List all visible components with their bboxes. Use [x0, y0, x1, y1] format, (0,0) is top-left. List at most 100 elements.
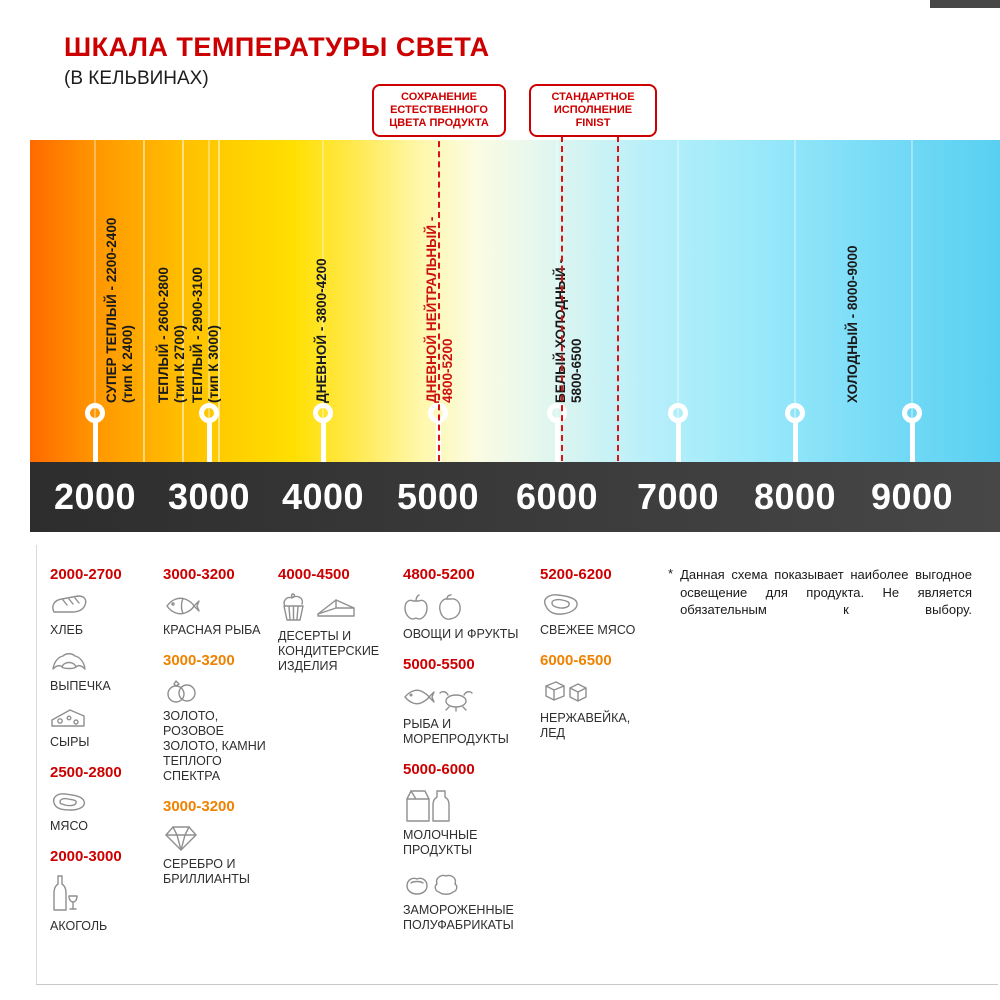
fish-icon [163, 592, 275, 618]
zone-label-2: ТЕПЛЫЙ - 2900-3100 (тип К 3000) [190, 267, 222, 403]
scale-tick-label: 8000 [753, 476, 837, 517]
product-label: ХЛЕБ [50, 623, 84, 637]
gradient-tick-line [94, 140, 96, 462]
product-label: ДЕСЕРТЫ И КОНДИТЕРСКИЕ ИЗДЕЛИЯ [278, 629, 380, 673]
product-item: СВЕЖЕЕ МЯСО [540, 592, 658, 638]
scale-tick-label: 2000 [53, 476, 137, 517]
product-item: КРАСНАЯ РЫБА [163, 592, 275, 638]
callout-line: СТАНДАРТНОЕ [551, 91, 635, 103]
page-subtitle: (В КЕЛЬВИНАХ) [64, 68, 209, 89]
croissant-icon [50, 650, 156, 674]
gradient-tick-line [322, 140, 324, 462]
callout-natural-color: СОХРАНЕНИЕ ЕСТЕСТВЕННОГО ЦВЕТА ПРОДУКТА [372, 84, 506, 137]
dashed-line-5000 [438, 131, 440, 461]
alcohol-icon [50, 874, 156, 914]
range-heading: 6000-6500 [540, 652, 612, 669]
product-group: 2000-2700 ХЛЕБ ВЫПЕЧКА СЫРЫ [50, 566, 156, 750]
product-item: ХЛЕБ [50, 592, 156, 638]
zone-boundary-line [218, 140, 220, 462]
product-label: СЫРЫ [50, 735, 90, 749]
frame-line-left [36, 545, 37, 985]
product-group: 3000-3200 ЗОЛОТО, РОЗОВОЕ ЗОЛОТО, КАМНИ Т… [163, 652, 275, 784]
gradient-tick-line [556, 140, 558, 462]
zone-label-text: ТЕПЛЫЙ - 2600-2800 [156, 267, 171, 403]
product-item: ОВОЩИ И ФРУКТЫ [403, 592, 533, 642]
range-heading: 5200-6200 [540, 566, 612, 583]
dessert-icon [278, 592, 400, 624]
callout-line: ЦВЕТА ПРОДУКТА [389, 117, 489, 129]
frozen-icon [403, 870, 533, 898]
zone-label-text: СУПЕР ТЕПЛЫЙ - 2200-2400 [104, 217, 119, 403]
product-item: МЯСО [50, 790, 156, 834]
product-column-5: 5200-6200 СВЕЖЕЕ МЯСО 6000-6500 НЕРЖАВЕЙКА,… [540, 566, 658, 755]
dashed-line-6000 [561, 126, 563, 461]
ice-icon [540, 678, 658, 706]
scale-tick-label: 5000 [396, 476, 480, 517]
zone-label-1: ТЕПЛЫЙ - 2600-2800 (тип К 2700) [156, 267, 188, 403]
zone-label-text: ХОЛОДНЫЙ - 8000-9000 [845, 245, 860, 403]
meat-icon [50, 790, 156, 814]
scale-tick-label: 7000 [636, 476, 720, 517]
product-item: ДЕСЕРТЫ И КОНДИТЕРСКИЕ ИЗДЕЛИЯ [278, 592, 400, 674]
product-item: ВЫПЕЧКА [50, 650, 156, 694]
zone-label-sub: (тип К 3000) [206, 325, 221, 403]
range-heading: 5000-5500 [403, 656, 475, 673]
frame-line-bottom [36, 984, 998, 985]
zone-boundary-line [143, 140, 145, 462]
product-label: МОЛОЧНЫЕ ПРОДУКТЫ [403, 828, 478, 857]
rings-icon [163, 678, 275, 704]
scale-tick-label: 4000 [281, 476, 365, 517]
gradient-tick-line [911, 140, 913, 462]
product-item: АКОГОЛЬ [50, 874, 156, 934]
product-group: 3000-3200 КРАСНАЯ РЫБА [163, 566, 275, 638]
zone-label-4: ДНЕВНОЙ НЕЙТРАЛЬНЫЙ -4800-5200 [424, 217, 456, 403]
product-group: 6000-6500 НЕРЖАВЕЙКА, ЛЕД [540, 652, 658, 741]
zone-label-sub: 5800-6500 [569, 338, 584, 403]
range-heading: 4000-4500 [278, 566, 350, 583]
product-label: ВЫПЕЧКА [50, 679, 111, 693]
bread-icon [50, 592, 156, 618]
scale-tick-label: 9000 [870, 476, 954, 517]
scale-tick-label: 3000 [167, 476, 251, 517]
gradient-tick-line [677, 140, 679, 462]
product-group: 5200-6200 СВЕЖЕЕ МЯСО [540, 566, 658, 638]
product-label: АКОГОЛЬ [50, 919, 108, 933]
zone-label-sub: (тип К 2700) [172, 325, 187, 403]
product-column-4: 4800-5200 ОВОЩИ И ФРУКТЫ 5000-5500 РЫБА И М… [403, 566, 533, 947]
diamond-icon [163, 824, 275, 852]
product-column-2: 3000-3200 КРАСНАЯ РЫБА 3000-3200 ЗОЛОТО, РО… [163, 566, 275, 901]
range-heading: 3000-3200 [163, 798, 235, 815]
callout-standard-finist: СТАНДАРТНОЕ ИСПОЛНЕНИЕ FINIST [529, 84, 657, 137]
scale-bar: 2000 3000 4000 5000 6000 7000 8000 9000 [30, 462, 1000, 532]
product-group: 4000-4500 ДЕСЕРТЫ И КОНДИТЕРСКИЕ ИЗДЕЛИЯ [278, 566, 400, 674]
scale-tick-label: 6000 [515, 476, 599, 517]
product-group: 2500-2800 МЯСО [50, 764, 156, 834]
zone-label-5: БЕЛЫЙ ХОЛОДНЫЙ -5800-6500 [553, 259, 585, 403]
zone-label-text: ТЕПЛЫЙ - 2900-3100 [190, 267, 205, 403]
top-right-artifact [930, 0, 1000, 8]
product-label: МЯСО [50, 819, 88, 833]
product-group: 4800-5200 ОВОЩИ И ФРУКТЫ [403, 566, 533, 642]
product-label: СВЕЖЕЕ МЯСО [540, 623, 636, 637]
product-item: СЕРЕБРО И БРИЛЛИАНТЫ [163, 824, 275, 887]
gradient-tick-line [794, 140, 796, 462]
product-group: 3000-3200 СЕРЕБРО И БРИЛЛИАНТЫ [163, 798, 275, 887]
footnote-text: Данная схема показывает наиболее выгодно… [680, 567, 972, 617]
seafood-icon [403, 682, 533, 712]
zone-label-sub: (тип К 2400) [120, 325, 135, 403]
product-item: ЗОЛОТО, РОЗОВОЕ ЗОЛОТО, КАМНИ ТЕПЛОГО СП… [163, 678, 275, 784]
product-label: ЗАМОРОЖЕННЫЕ ПОЛУФАБРИКАТЫ [403, 903, 514, 932]
product-label: НЕРЖАВЕЙКА, ЛЕД [540, 711, 631, 740]
zone-label-text: ДНЕВНОЙ - 3800-4200 [314, 258, 329, 403]
fresh-meat-icon [540, 592, 658, 618]
temperature-gradient-band [30, 140, 1000, 462]
page-title: ШКАЛА ТЕМПЕРАТУРЫ СВЕТА [64, 32, 490, 62]
product-group: 2000-3000 АКОГОЛЬ [50, 848, 156, 934]
zone-label-sub: 4800-5200 [440, 338, 455, 403]
product-item: ЗАМОРОЖЕННЫЕ ПОЛУФАБРИКАТЫ [403, 870, 533, 933]
footnote-asterisk: * [668, 566, 674, 581]
product-label: ЗОЛОТО, РОЗОВОЕ ЗОЛОТО, КАМНИ ТЕПЛОГО СП… [163, 709, 266, 783]
range-heading: 4800-5200 [403, 566, 475, 583]
dairy-icon [403, 787, 533, 823]
